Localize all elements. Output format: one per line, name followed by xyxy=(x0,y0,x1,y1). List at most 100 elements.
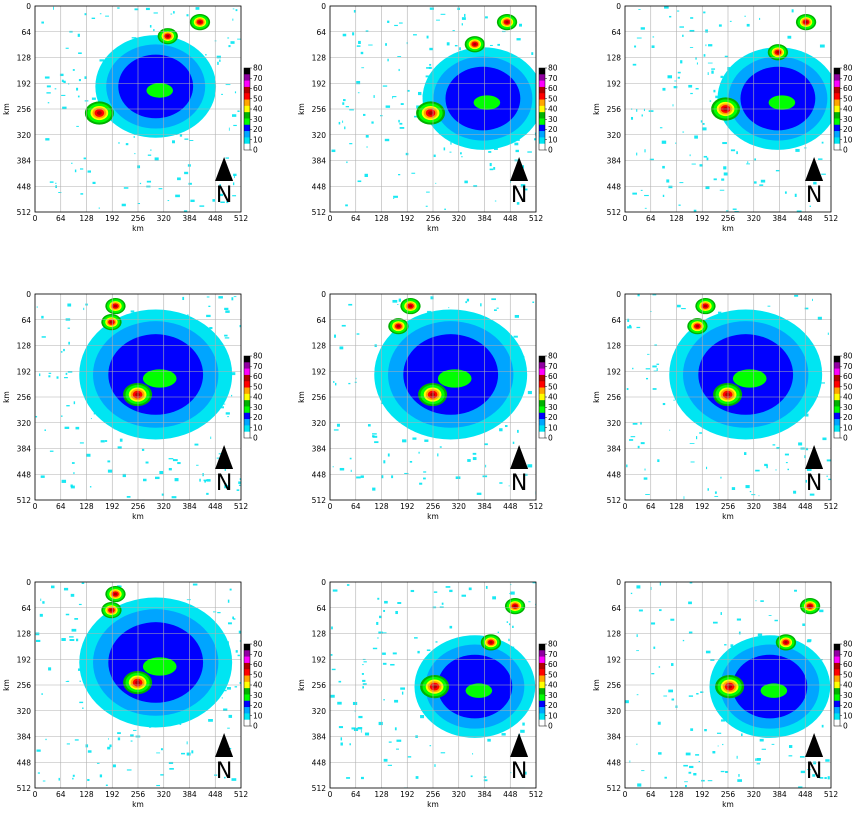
x-tick-label: 512 xyxy=(529,502,544,511)
x-tick-label: 128 xyxy=(669,502,684,511)
y-tick-label: 192 xyxy=(607,79,622,88)
y-tick-label: 192 xyxy=(312,367,327,376)
north-arrow-icon: N xyxy=(215,732,234,784)
north-arrow-icon: N xyxy=(215,444,234,496)
y-tick-label: 384 xyxy=(17,733,32,742)
y-tick-label: 512 xyxy=(17,496,32,505)
y-tick-label: 512 xyxy=(312,496,327,505)
x-tick-label: 320 xyxy=(452,502,467,511)
x-tick-label: 192 xyxy=(105,502,120,511)
colorbar-tick-label: 0 xyxy=(548,722,553,731)
x-tick-label: 448 xyxy=(208,790,223,799)
colorbar-tick-label: 10 xyxy=(548,423,558,432)
y-tick-label: 0 xyxy=(321,290,326,299)
north-label: N xyxy=(806,471,822,496)
x-axis-label: km xyxy=(427,512,439,521)
colorbar-tick-label: 40 xyxy=(253,105,263,114)
y-tick-label: 384 xyxy=(312,445,327,454)
y-axis-label: km xyxy=(297,391,306,403)
map-gridlines xyxy=(34,581,242,789)
colorbar-tick-label: 10 xyxy=(253,711,263,720)
y-tick-label: 320 xyxy=(17,419,32,428)
colorbar-tick-label: 70 xyxy=(548,650,558,659)
x-tick-label: 512 xyxy=(529,214,544,223)
colorbar-tick-label: 30 xyxy=(548,691,558,700)
colorbar-tick-label: 50 xyxy=(253,382,263,391)
y-tick-label: 64 xyxy=(21,316,31,325)
north-arrow-icon: N xyxy=(805,156,824,208)
y-tick-label: 448 xyxy=(17,182,32,191)
x-tick-label: 64 xyxy=(351,214,361,223)
north-label: N xyxy=(511,759,527,784)
y-tick-label: 0 xyxy=(616,578,621,587)
colorbar-tick-label: 50 xyxy=(548,94,558,103)
colorbar-tick-label: 50 xyxy=(253,670,263,679)
x-tick-label: 384 xyxy=(182,790,197,799)
x-tick-label: 128 xyxy=(669,790,684,799)
x-tick-label: 0 xyxy=(33,214,38,223)
x-tick-label: 448 xyxy=(503,790,518,799)
north-arrow-icon: N xyxy=(510,156,529,208)
colorbar-tick-label: 40 xyxy=(843,681,853,690)
y-tick-label: 448 xyxy=(607,758,622,767)
colorbar-tick-label: 60 xyxy=(548,660,558,669)
radar-panel-r3c1: 0 0 64 64 128 128 192 192 256 256 320 320 384 384 448 4… xyxy=(0,576,290,816)
y-tick-label: 256 xyxy=(607,105,622,114)
colorbar-tick-label: 60 xyxy=(253,84,263,93)
x-tick-label: 512 xyxy=(234,502,249,511)
x-tick-label: 128 xyxy=(374,214,389,223)
map-gridlines xyxy=(624,5,832,213)
x-tick-label: 128 xyxy=(374,790,389,799)
x-tick-label: 128 xyxy=(669,214,684,223)
radar-panel-r3c2: 0 0 64 64 128 128 192 192 256 256 320 320 384 384 448 4… xyxy=(295,576,585,816)
colorbar-tick-label: 80 xyxy=(548,64,558,73)
reflectivity-field xyxy=(330,582,536,788)
colorbar-tick-label: 0 xyxy=(548,434,553,443)
x-tick-label: 256 xyxy=(131,502,146,511)
x-tick-label: 192 xyxy=(105,214,120,223)
y-tick-label: 256 xyxy=(17,393,32,402)
y-tick-label: 320 xyxy=(17,707,32,716)
colorbar-tick-label: 0 xyxy=(843,146,848,155)
y-tick-label: 0 xyxy=(26,578,31,587)
x-tick-label: 448 xyxy=(208,502,223,511)
y-tick-label: 384 xyxy=(312,157,327,166)
y-tick-label: 320 xyxy=(312,419,327,428)
x-tick-label: 0 xyxy=(623,214,628,223)
y-tick-label: 384 xyxy=(312,733,327,742)
y-tick-label: 256 xyxy=(17,105,32,114)
colorbar-tick-label: 10 xyxy=(548,711,558,720)
radar-plot-r1c2: 0 0 64 64 128 128 192 192 256 256 320 320 384 384 448 4… xyxy=(297,2,558,233)
y-tick-label: 0 xyxy=(321,2,326,11)
x-tick-label: 448 xyxy=(208,214,223,223)
y-tick-label: 64 xyxy=(611,604,621,613)
radar-panel-r1c2: 0 0 64 64 128 128 192 192 256 256 320 320 384 384 448 4… xyxy=(295,0,585,240)
colorbar-tick-label: 70 xyxy=(843,362,853,371)
colorbar-tick-label: 70 xyxy=(253,74,263,83)
colorbar-tick-label: 30 xyxy=(253,403,263,412)
reflectivity-field xyxy=(625,582,831,788)
north-label: N xyxy=(216,759,232,784)
colorbar-tick-label: 20 xyxy=(843,413,853,422)
colorbar-tick-label: 70 xyxy=(843,650,853,659)
y-tick-label: 448 xyxy=(312,470,327,479)
x-tick-label: 384 xyxy=(182,502,197,511)
x-tick-label: 512 xyxy=(824,214,839,223)
x-tick-label: 64 xyxy=(646,790,656,799)
x-tick-label: 192 xyxy=(400,502,415,511)
y-tick-label: 448 xyxy=(312,182,327,191)
x-tick-label: 448 xyxy=(798,790,813,799)
colorbar-tick-label: 10 xyxy=(253,423,263,432)
reflectivity-field xyxy=(332,296,536,495)
colorbar-tick-label: 70 xyxy=(843,74,853,83)
y-tick-label: 512 xyxy=(17,208,32,217)
x-tick-label: 448 xyxy=(798,502,813,511)
x-axis-label: km xyxy=(427,800,439,809)
y-tick-label: 0 xyxy=(321,578,326,587)
reflectivity-field xyxy=(35,582,241,787)
y-tick-label: 448 xyxy=(607,470,622,479)
x-tick-label: 256 xyxy=(721,502,736,511)
y-tick-label: 64 xyxy=(611,28,621,37)
